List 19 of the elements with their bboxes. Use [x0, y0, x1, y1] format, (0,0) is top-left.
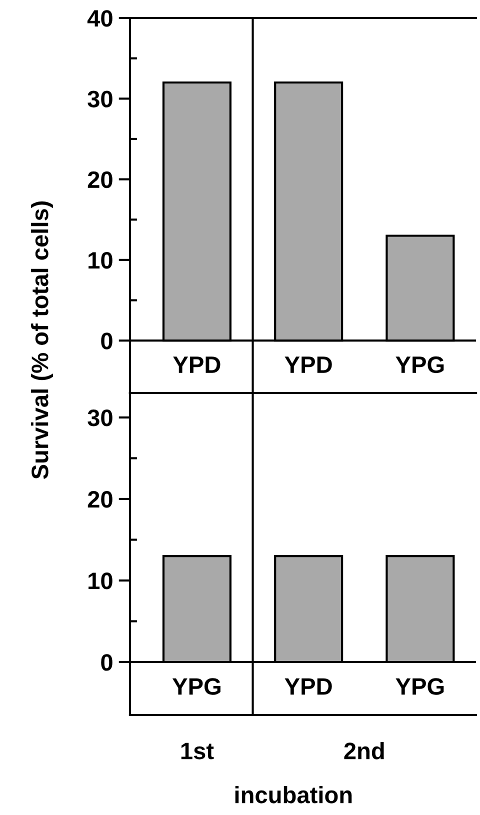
y-tick-label: 40 [87, 10, 112, 27]
y-tick-label: 10 [88, 252, 112, 269]
y-tick-label: 0 [101, 654, 112, 671]
x-tick-label: YPG [396, 356, 444, 374]
x-tick-label: YPD [173, 356, 220, 373]
text: 2nd [344, 742, 384, 760]
y-tick-label: 20 [88, 491, 112, 508]
x-tick-label: YPD [284, 356, 332, 373]
y-tick-label: 20 [88, 171, 112, 188]
text: 1st [181, 742, 214, 760]
x-tick-label: YPG [396, 678, 444, 695]
x-tick-label: YPD [284, 678, 332, 695]
x-axis-title: incubation [235, 786, 352, 804]
x-tick-label: YPG [172, 678, 220, 695]
y-tick-label: 0 [101, 332, 112, 350]
y-tick-label: 10 [88, 572, 112, 590]
y-tick-label: 30 [88, 90, 112, 108]
y-axis-title: Survival (% of total cells) [30, 201, 54, 480]
y-tick-label: 30 [88, 410, 112, 426]
